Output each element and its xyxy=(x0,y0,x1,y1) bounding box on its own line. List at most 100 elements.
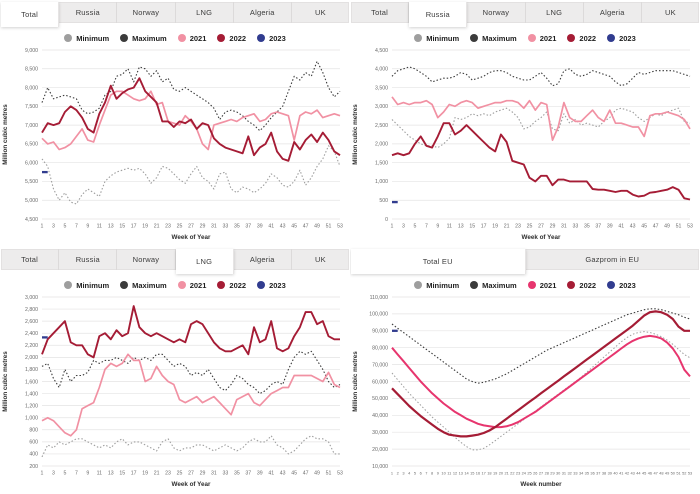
svg-text:49: 49 xyxy=(314,224,320,230)
svg-text:3: 3 xyxy=(52,471,55,477)
legend: Minimum Maximum 2021 2022 2023 xyxy=(0,279,350,291)
svg-text:7: 7 xyxy=(75,224,78,230)
legend-label: 2023 xyxy=(269,280,286,290)
svg-text:3: 3 xyxy=(402,224,405,230)
legend-item-2023: 2023 xyxy=(607,281,636,290)
tab-lng[interactable]: LNG xyxy=(526,2,584,23)
tab-uk[interactable]: UK xyxy=(315,8,326,17)
svg-text:43: 43 xyxy=(630,224,636,230)
svg-text:60,000: 60,000 xyxy=(372,379,388,385)
svg-text:6,000: 6,000 xyxy=(25,160,38,166)
svg-text:39: 39 xyxy=(608,471,612,476)
svg-text:200: 200 xyxy=(29,464,38,470)
tab-russia[interactable]: Russia xyxy=(409,2,468,27)
svg-text:3,500: 3,500 xyxy=(375,85,388,91)
svg-text:9: 9 xyxy=(86,471,89,477)
svg-text:50: 50 xyxy=(671,471,676,476)
tab-total[interactable]: Total xyxy=(1,249,60,270)
svg-text:15: 15 xyxy=(119,224,125,230)
tab-lng[interactable]: LNG xyxy=(175,249,234,274)
series-2022-line xyxy=(391,310,690,438)
svg-text:11: 11 xyxy=(97,224,102,230)
svg-text:1,200: 1,200 xyxy=(25,403,38,409)
svg-text:41: 41 xyxy=(268,224,274,230)
legend-dot-icon xyxy=(217,281,226,289)
tab-norway[interactable]: Norway xyxy=(467,2,526,23)
svg-text:40,000: 40,000 xyxy=(372,413,388,419)
tab-russia[interactable]: Russia xyxy=(59,249,118,270)
legend-label: Maximum xyxy=(132,280,167,290)
svg-text:29: 29 xyxy=(200,224,206,230)
svg-text:7: 7 xyxy=(425,224,428,230)
legend-item-minimum: Minimum xyxy=(64,281,109,290)
svg-text:1,500: 1,500 xyxy=(375,160,388,166)
svg-text:7: 7 xyxy=(75,471,78,477)
svg-text:8: 8 xyxy=(431,471,433,476)
svg-text:1: 1 xyxy=(391,471,393,476)
svg-text:51: 51 xyxy=(676,471,680,476)
legend-dot-icon xyxy=(64,281,73,289)
svg-text:40: 40 xyxy=(613,471,618,476)
legend-label: Maximum xyxy=(482,33,517,43)
y-axis-label: Million cubic metres xyxy=(2,104,9,165)
tab-algeria[interactable]: Algeria xyxy=(234,2,292,23)
svg-text:6,500: 6,500 xyxy=(25,142,38,148)
svg-text:14: 14 xyxy=(464,471,469,476)
svg-text:41: 41 xyxy=(619,471,623,476)
svg-text:27: 27 xyxy=(188,224,194,230)
svg-text:13: 13 xyxy=(459,471,463,476)
legend-item-2021: 2021 xyxy=(527,280,557,290)
svg-text:1: 1 xyxy=(41,224,44,230)
svg-text:21: 21 xyxy=(154,471,160,477)
legend-label: 2021 xyxy=(189,280,207,290)
y-axis-ticks: 4,500 5,000 5,500 6,000 6,500 7,000 7,500 8,000… xyxy=(25,48,38,223)
y-axis-ticks: 200 400 600 800 1,000 1,200 1,400 1,600 1,800 2,0… xyxy=(25,295,38,470)
tab-norway[interactable]: Norway xyxy=(117,249,176,270)
svg-text:39: 39 xyxy=(257,224,263,230)
svg-text:43: 43 xyxy=(631,471,635,476)
panel-total: Total Russia Norway LNG Algeria UK Minimum Max… xyxy=(0,0,350,247)
svg-text:35: 35 xyxy=(585,471,589,476)
svg-text:400: 400 xyxy=(29,452,38,458)
series-minimum-line xyxy=(41,435,340,458)
gridlines xyxy=(392,296,690,467)
x-axis-ticks: 1 3 5 7 9 11 13 15 17 19 21 23 25 27 29 31 33 35 37 39 41 43 4… xyxy=(41,224,343,230)
svg-text:5,500: 5,500 xyxy=(25,179,38,185)
svg-text:45: 45 xyxy=(291,224,297,230)
tab-total-eu[interactable]: Total EU xyxy=(351,249,526,274)
svg-text:45: 45 xyxy=(291,471,297,477)
panel-lng: Total Russia Norway LNG Algeria UK Minimum Max… xyxy=(0,247,350,494)
tab-gazprom-in-eu[interactable]: Gazprom in EU xyxy=(585,255,640,264)
tab-total[interactable]: Total xyxy=(1,2,60,27)
legend-dot-icon xyxy=(527,34,536,42)
svg-text:19: 19 xyxy=(142,471,148,477)
tab-uk[interactable]: UK xyxy=(315,255,326,264)
svg-text:1,400: 1,400 xyxy=(25,391,38,397)
svg-text:44: 44 xyxy=(636,471,641,476)
svg-text:27: 27 xyxy=(538,224,544,230)
tab-algeria[interactable]: Algeria xyxy=(584,2,642,23)
svg-text:4,500: 4,500 xyxy=(375,48,388,54)
svg-text:39: 39 xyxy=(607,224,613,230)
series-minimum-line xyxy=(391,331,691,451)
tab-algeria[interactable]: Algeria xyxy=(234,249,292,270)
svg-text:25: 25 xyxy=(527,471,531,476)
legend-dot-icon xyxy=(567,281,576,289)
legend-label: 2022 xyxy=(229,33,247,43)
tab-russia[interactable]: Russia xyxy=(59,2,118,23)
legend-label: 2022 xyxy=(229,280,247,290)
tab-uk[interactable]: UK xyxy=(665,8,676,17)
legend-label: 2021 xyxy=(539,280,557,290)
legend-dot-icon xyxy=(257,34,266,42)
tab-lng[interactable]: LNG xyxy=(176,2,234,23)
svg-text:36: 36 xyxy=(590,471,594,476)
svg-text:16: 16 xyxy=(476,471,480,476)
svg-text:3: 3 xyxy=(52,224,55,230)
tab-total[interactable]: Total xyxy=(351,2,410,23)
svg-text:35: 35 xyxy=(234,471,240,477)
tab-norway[interactable]: Norway xyxy=(117,2,176,23)
legend-label: 2021 xyxy=(189,33,207,43)
svg-text:10: 10 xyxy=(441,471,446,476)
svg-text:4,000: 4,000 xyxy=(375,67,388,73)
